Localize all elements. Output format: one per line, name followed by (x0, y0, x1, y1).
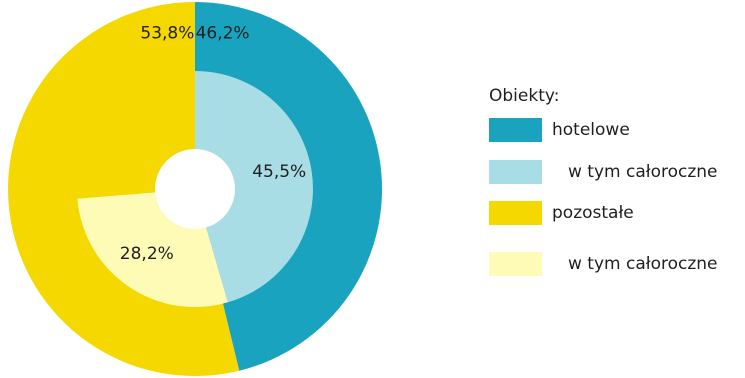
legend-label-3: w tym całoroczne (568, 254, 718, 274)
legend-items: hotelowe w tym całoroczne pozostałe w tym c… (489, 118, 718, 276)
legend-label-0: hotelowe (552, 120, 630, 140)
inner-slice-0 (195, 71, 313, 303)
legend-title: Obiekty: (489, 86, 559, 106)
legend-swatch-2 (489, 201, 542, 225)
outer-slice-label-0: 46,2% (196, 23, 250, 43)
donut-hole (155, 149, 235, 229)
legend-label-2: pozostałe (552, 203, 634, 223)
outer-slice-label-1: 53,8% (140, 23, 194, 43)
inner-slice-label-1: 28,2% (120, 244, 174, 264)
inner-ring (76, 70, 313, 307)
legend-label-1: w tym całoroczne (568, 162, 718, 182)
legend-swatch-0 (489, 118, 542, 142)
legend-swatch-3 (489, 252, 542, 276)
inner-slice-label-0: 45,5% (252, 162, 306, 182)
slice-labels: 46,2%53,8% 45,5% 28,2% (120, 23, 306, 264)
legend: Obiekty: hotelowe w tym całoroczne pozosta… (489, 86, 718, 276)
legend-swatch-1 (489, 160, 542, 184)
